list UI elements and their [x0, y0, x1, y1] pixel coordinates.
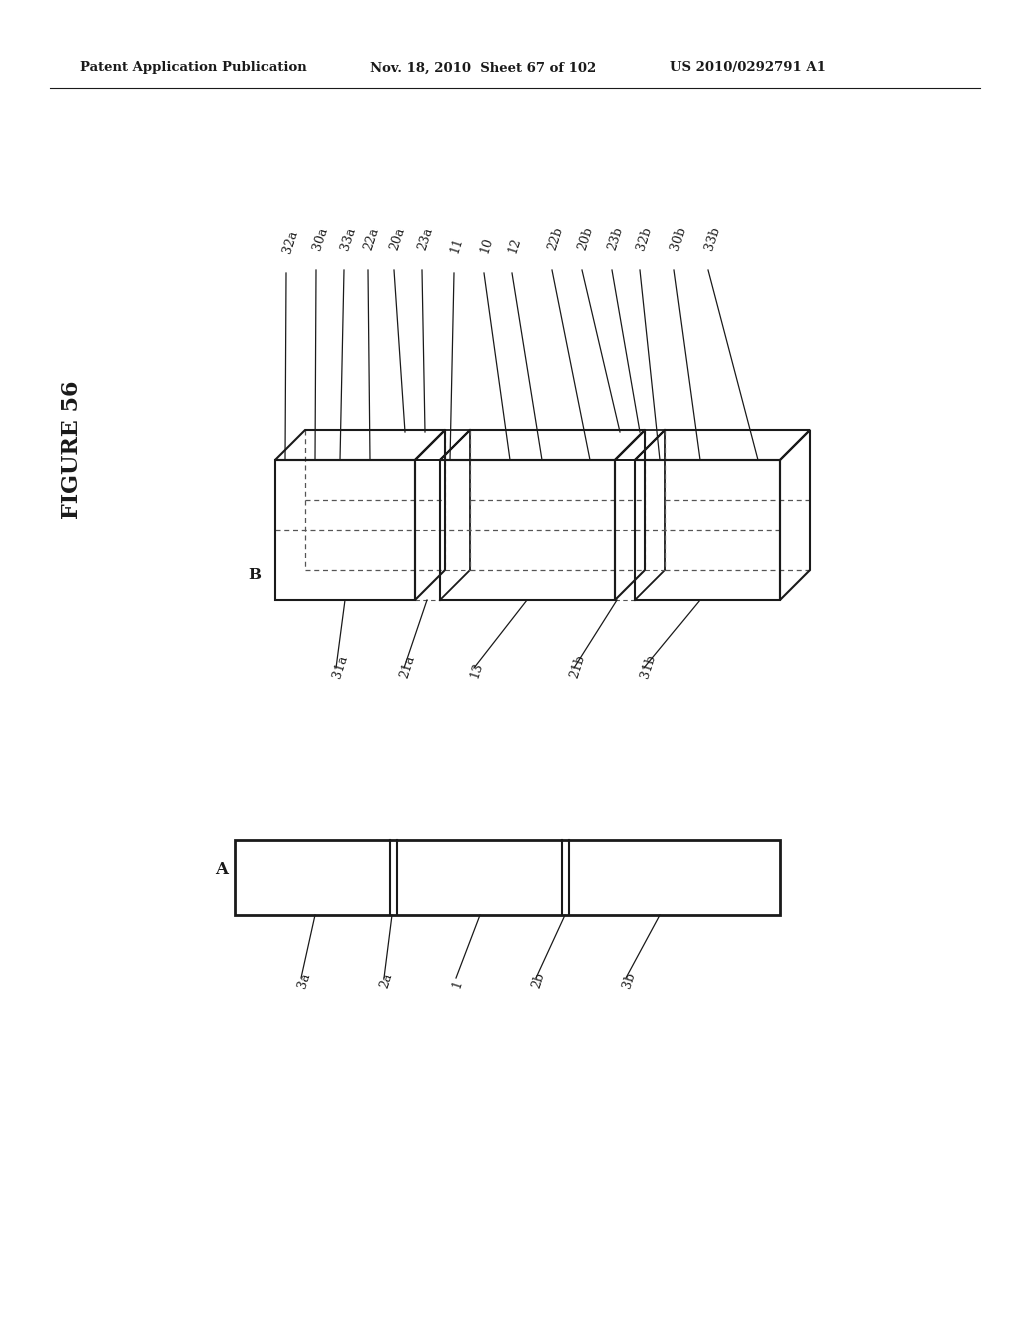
- Text: 3a: 3a: [295, 972, 312, 990]
- Text: US 2010/0292791 A1: US 2010/0292791 A1: [670, 62, 826, 74]
- Text: Patent Application Publication: Patent Application Publication: [80, 62, 307, 74]
- Text: 11: 11: [449, 236, 465, 255]
- Text: 2a: 2a: [378, 972, 395, 990]
- Text: 3b: 3b: [620, 970, 637, 990]
- Text: 20a: 20a: [388, 226, 408, 252]
- Text: 31b: 31b: [638, 653, 657, 680]
- Text: 10: 10: [478, 236, 496, 255]
- Text: 13: 13: [468, 661, 485, 680]
- Text: 30b: 30b: [668, 224, 688, 252]
- Text: FIGURE 56: FIGURE 56: [61, 380, 83, 519]
- Text: 22b: 22b: [546, 226, 565, 252]
- Text: 22a: 22a: [362, 226, 382, 252]
- Text: 2b: 2b: [530, 970, 547, 990]
- Text: A: A: [215, 862, 228, 879]
- Text: B: B: [248, 568, 261, 582]
- Text: 1: 1: [450, 978, 465, 990]
- Text: 32b: 32b: [634, 226, 653, 252]
- Text: 12: 12: [506, 236, 523, 255]
- Text: 23b: 23b: [606, 226, 626, 252]
- Text: 33a: 33a: [338, 226, 357, 252]
- Text: Nov. 18, 2010  Sheet 67 of 102: Nov. 18, 2010 Sheet 67 of 102: [370, 62, 596, 74]
- Bar: [234, 840, 780, 915]
- Text: 31a: 31a: [330, 653, 349, 680]
- Text: 21a: 21a: [398, 653, 418, 680]
- Text: 20b: 20b: [575, 226, 596, 252]
- Text: 21b: 21b: [568, 653, 588, 680]
- Text: 23a: 23a: [416, 226, 435, 252]
- Text: 33b: 33b: [702, 224, 722, 252]
- Text: 30a: 30a: [310, 226, 330, 252]
- Text: 32a: 32a: [280, 228, 300, 255]
